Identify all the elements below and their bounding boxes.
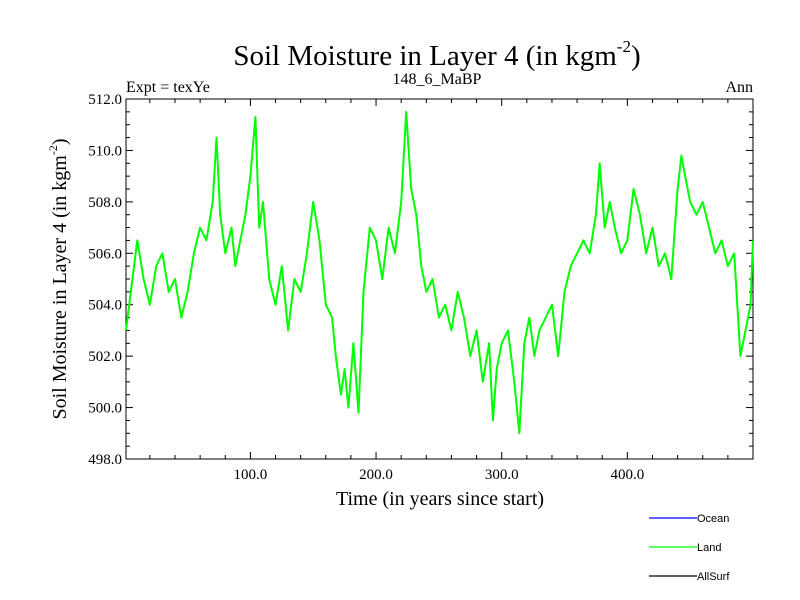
- chart-title: Soil Moisture in Layer 4 (in kgm-2): [233, 37, 640, 72]
- x-axis-label: Time (in years since start): [336, 488, 544, 510]
- series-line-land: [125, 110, 754, 435]
- x-tick-label: 100.0: [234, 467, 268, 483]
- y-axis: 498.0 500.0 502.0 504.0 506.0 508.0 510.0 512.0: [88, 92, 753, 468]
- y-tick-label: 504.0: [88, 298, 122, 314]
- subtitle-season: Ann: [725, 79, 753, 96]
- x-tick-label: 400.0: [610, 467, 644, 483]
- y-tick-label: 502.0: [88, 349, 122, 365]
- subtitle-expt: Expt = texYe: [126, 79, 210, 96]
- y-tick-label: 506.0: [88, 246, 122, 262]
- x-tick-label: 200.0: [359, 467, 393, 483]
- y-tick-label: 512.0: [88, 92, 122, 108]
- x-tick-label: 300.0: [485, 467, 519, 483]
- y-tick-label: 500.0: [88, 401, 122, 417]
- legend-label-allsurf: AllSurf: [697, 571, 730, 583]
- series-group: [125, 110, 754, 435]
- legend: Ocean Land AllSurf: [649, 513, 730, 583]
- legend-label-land: Land: [697, 542, 721, 554]
- plot-frame: [125, 98, 754, 460]
- y-tick-label: 510.0: [88, 143, 122, 159]
- x-axis: 100.0 200.0 300.0 400.0: [149, 99, 729, 483]
- y-axis-label: Soil Moisture in Layer 4 (in kgm-2): [46, 138, 71, 419]
- legend-label-ocean: Ocean: [697, 513, 729, 525]
- y-tick-label: 508.0: [88, 195, 122, 211]
- y-tick-label: 498.0: [88, 452, 122, 468]
- subtitle-center: 148_6_MaBP: [393, 71, 482, 88]
